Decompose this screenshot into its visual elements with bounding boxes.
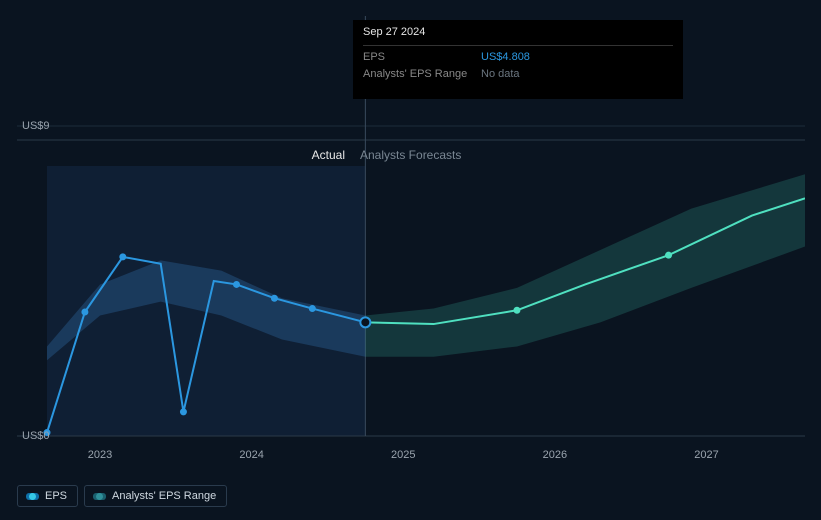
tooltip-row-label: EPS xyxy=(363,49,481,66)
tooltip-row-value: US$4.808 xyxy=(481,49,530,66)
actual-region-label: Actual xyxy=(312,148,345,162)
tooltip-row: EPSUS$4.808 xyxy=(363,49,673,66)
legend-swatch-eps xyxy=(26,493,39,500)
legend-item-eps[interactable]: EPS xyxy=(17,485,78,507)
legend-swatch-range xyxy=(93,493,106,500)
chart-legend: EPS Analysts' EPS Range xyxy=(17,485,227,507)
forecast-region-label: Analysts Forecasts xyxy=(360,148,461,162)
x-axis-label: 2025 xyxy=(391,449,415,461)
legend-label: Analysts' EPS Range xyxy=(112,490,216,502)
y-axis-label: US$9 xyxy=(22,120,50,132)
x-axis-label: 2023 xyxy=(88,449,112,461)
tooltip-date: Sep 27 2024 xyxy=(363,26,673,42)
tooltip-row-label: Analysts' EPS Range xyxy=(363,66,481,83)
legend-item-range[interactable]: Analysts' EPS Range xyxy=(84,485,227,507)
x-axis-label: 2024 xyxy=(239,449,263,461)
tooltip-divider xyxy=(363,45,673,46)
tooltip-row: Analysts' EPS RangeNo data xyxy=(363,66,673,83)
chart-tooltip: Sep 27 2024 EPSUS$4.808Analysts' EPS Ran… xyxy=(353,20,683,99)
x-axis-label: 2027 xyxy=(694,449,718,461)
x-axis-label: 2026 xyxy=(543,449,567,461)
tooltip-row-value: No data xyxy=(481,66,520,83)
legend-label: EPS xyxy=(45,490,67,502)
y-axis-label: US$0 xyxy=(22,430,50,442)
